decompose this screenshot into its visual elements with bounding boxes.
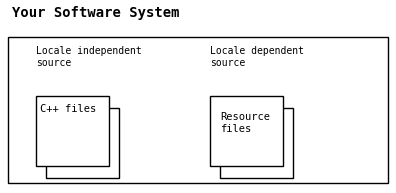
Text: Locale dependent
source: Locale dependent source xyxy=(210,46,304,68)
Text: Locale independent
source: Locale independent source xyxy=(36,46,141,68)
Text: C++ files: C++ files xyxy=(40,104,96,114)
Bar xyxy=(210,96,283,166)
Text: Your Software System: Your Software System xyxy=(12,6,179,20)
Bar xyxy=(36,96,109,166)
Bar xyxy=(8,37,388,183)
Bar xyxy=(220,108,293,178)
Text: Resource
files: Resource files xyxy=(220,112,270,134)
Bar xyxy=(46,108,119,178)
